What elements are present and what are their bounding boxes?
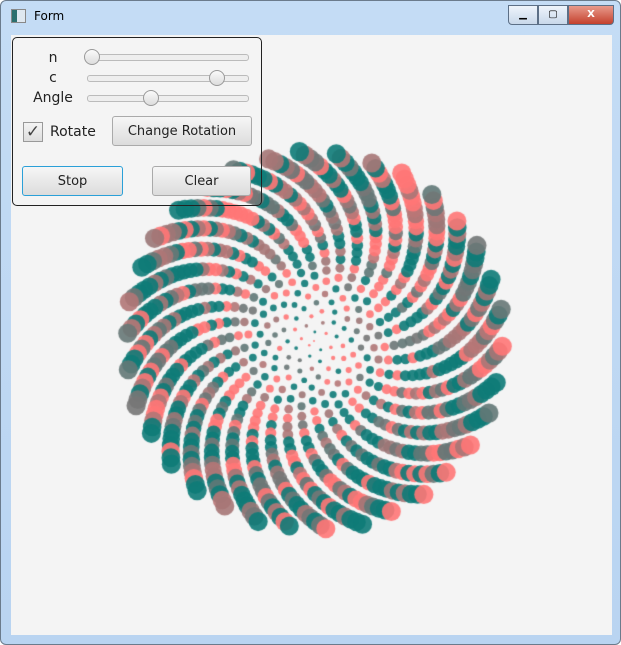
c-label: c (49, 70, 57, 86)
change-rotation-button[interactable]: Change Rotation (112, 116, 252, 146)
angle-slider[interactable] (87, 90, 249, 106)
title-bar: Form (11, 9, 64, 23)
app-icon (11, 9, 26, 23)
angle-slider-thumb[interactable] (143, 90, 160, 106)
window-title: Form (34, 9, 65, 23)
n-label: n (48, 50, 58, 66)
c-slider[interactable] (87, 70, 249, 86)
clear-button[interactable]: Clear (152, 166, 251, 196)
angle-label: Angle (33, 90, 73, 106)
phyllotaxis-canvas (11, 35, 612, 635)
minimize-button[interactable]: ▁ (508, 5, 538, 25)
maximize-button[interactable]: ▢ (538, 5, 568, 25)
rotate-label: Rotate (50, 124, 96, 140)
close-button[interactable]: X (568, 5, 614, 25)
c-slider-thumb[interactable] (209, 70, 225, 86)
rotate-checkbox[interactable]: ✓ (23, 122, 43, 142)
stop-button[interactable]: Stop (22, 166, 123, 196)
n-slider[interactable] (84, 49, 249, 65)
control-panel: n c Angle ✓ Rotate Change Rotation Stop … (12, 37, 262, 206)
n-slider-thumb[interactable] (84, 49, 101, 65)
drawing-area: n c Angle ✓ Rotate Change Rotation Stop … (11, 35, 612, 635)
